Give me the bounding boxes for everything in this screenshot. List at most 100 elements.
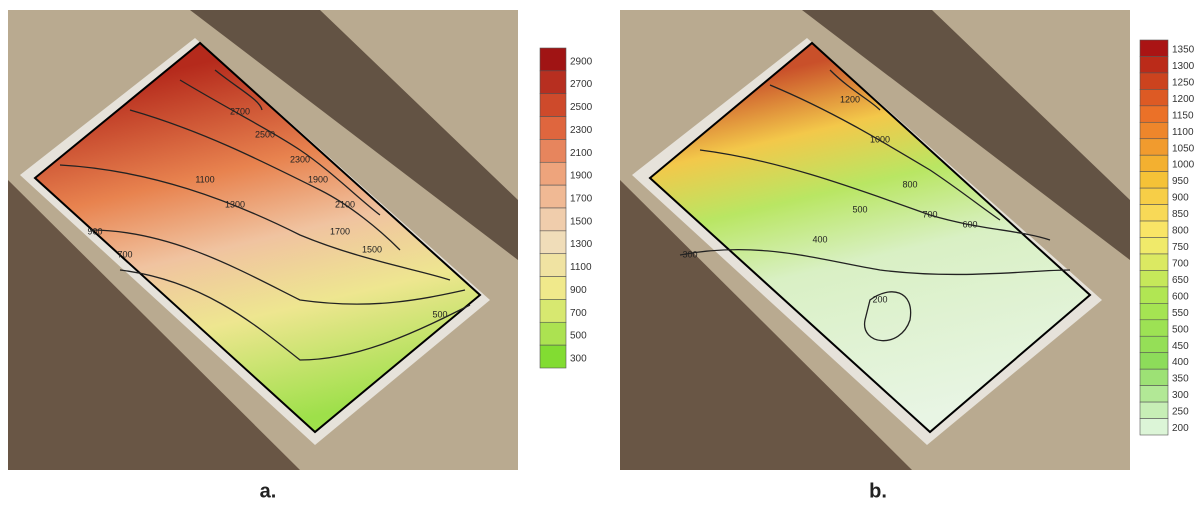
legend-swatch [540,231,566,254]
legend-swatch [540,299,566,322]
legend-swatch [1140,122,1168,138]
legend-label: 950 [1172,176,1189,187]
legend-label: 2100 [570,148,593,159]
legend-label: 1300 [1172,61,1195,72]
legend-swatch [540,322,566,345]
contour-label: 700 [922,209,937,219]
legend-swatch [1140,188,1168,204]
legend-swatch [1140,56,1168,72]
contour-label: 200 [872,294,887,304]
legend-swatch [1140,254,1168,270]
figure: 2700 2500 2300 2100 1900 1700 1500 1300 1100 900 7… [0,0,1202,506]
legend-label: 650 [1172,275,1189,286]
legend-swatch [540,117,566,140]
legend-label: 250 [1172,407,1189,418]
legend-label: 1100 [1172,127,1194,138]
legend-swatch [1140,89,1168,105]
contour-label: 2700 [230,106,250,116]
legend-label: 1350 [1172,45,1195,56]
legend-label: 500 [570,331,587,342]
legend-swatch [1140,40,1168,56]
legend-label: 300 [570,353,587,364]
legend-swatch [540,94,566,117]
legend-swatch [1140,205,1168,221]
legend-label: 700 [570,308,587,319]
legend-label: 2500 [570,102,593,113]
legend-label: 1000 [1172,160,1195,171]
contour-label: 1900 [308,174,328,184]
legend-swatch [540,208,566,231]
contour-label: 400 [812,234,827,244]
contour-label: 1200 [840,94,860,104]
legend-swatch [1140,402,1168,418]
legend-label: 550 [1172,308,1189,319]
legend-swatch [540,162,566,185]
legend-swatch [1140,139,1168,155]
legend-swatch [1140,155,1168,171]
contour-label: 900 [87,226,102,236]
contour-label: 1100 [195,174,214,184]
legend-swatch [540,254,566,277]
legend-label: 1050 [1172,143,1195,154]
legend-label: 900 [1172,193,1189,204]
contour-label: 1000 [870,134,890,144]
legend-label: 1200 [1172,94,1195,105]
legend-label: 1100 [570,262,592,273]
legend-label: 350 [1172,374,1189,385]
legend-label: 400 [1172,357,1189,368]
legend-swatch [1140,386,1168,402]
legend-label: 1250 [1172,77,1195,88]
legend-label: 600 [1172,291,1189,302]
contour-label: 500 [852,204,867,214]
legend-label: 750 [1172,242,1189,253]
legend-swatch [1140,303,1168,319]
legend-swatch [540,48,566,71]
legend-label: 500 [1172,324,1189,335]
contour-label: 300 [682,249,697,259]
legend-swatch [1140,320,1168,336]
legend-label: 1700 [570,193,593,204]
legend-label: 450 [1172,341,1189,352]
legend-label: 1150 [1172,110,1194,121]
contour-label: 2500 [255,129,275,139]
contour-label: 2100 [335,199,355,209]
legend-label: 1500 [570,216,593,227]
legend-label: 300 [1172,390,1189,401]
contour-label: 2300 [290,154,310,164]
legend-label: 850 [1172,209,1189,220]
contour-label: 1300 [225,199,245,209]
contour-label: 800 [902,179,917,189]
legend-label: 2900 [570,56,593,67]
legend-swatch [1140,221,1168,237]
caption: a. [260,480,277,502]
legend-swatch [1140,270,1168,286]
contour-label: 1700 [330,226,350,236]
legend-swatch [1140,353,1168,369]
legend-swatch [540,185,566,208]
caption: b. [869,480,887,502]
legend-swatch [540,71,566,94]
contour-label: 500 [432,309,447,319]
legend-swatch [1140,336,1168,352]
legend-label: 1300 [570,239,593,250]
legend-swatch [540,277,566,300]
legend-swatch [1140,238,1168,254]
legend-swatch [1140,419,1168,435]
legend-swatch [1140,73,1168,89]
legend-swatch [1140,106,1168,122]
legend-label: 200 [1172,423,1189,434]
legend-label: 1900 [570,171,593,182]
contour-label: 600 [962,219,977,229]
legend-swatch [1140,287,1168,303]
legend-label: 2700 [570,79,593,90]
legend-swatch [540,139,566,162]
contour-label: 1500 [362,244,382,254]
legend-swatch [1140,172,1168,188]
legend-swatch [1140,369,1168,385]
legend-label: 800 [1172,226,1189,237]
legend-label: 2300 [570,125,593,136]
legend-label: 900 [570,285,587,296]
contour-label: 700 [117,249,132,259]
legend-swatch [540,345,566,368]
legend-label: 700 [1172,258,1189,269]
